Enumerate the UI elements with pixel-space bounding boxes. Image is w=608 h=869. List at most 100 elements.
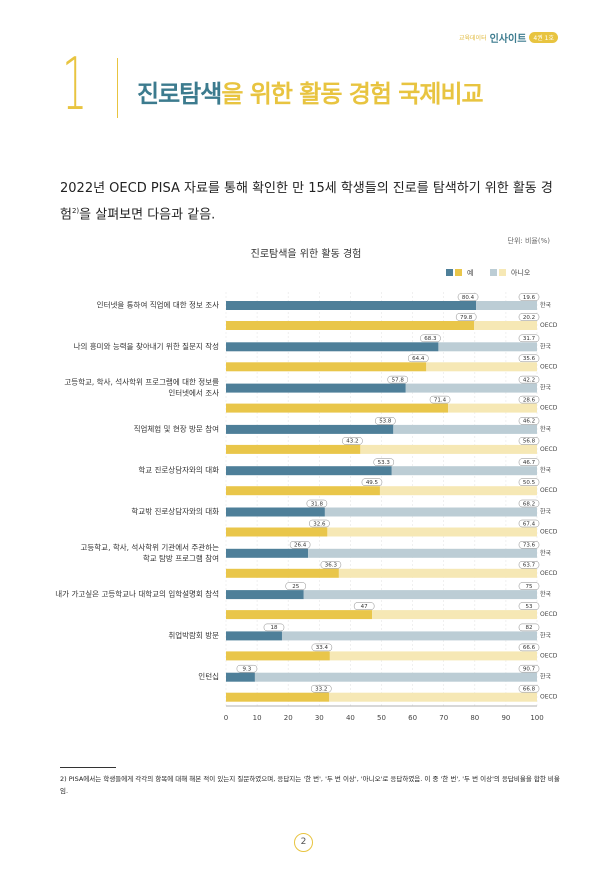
chart-title: 진로탐색을 위한 활동 경험 [251, 247, 362, 260]
value-label-box [518, 643, 540, 652]
group-label: OECD [540, 570, 558, 577]
value-label-box [420, 334, 441, 343]
bar-segment [329, 692, 537, 702]
value-label-box [342, 437, 363, 445]
bar-segment [226, 507, 325, 517]
value-label-box [518, 582, 540, 590]
group-label: OECD [540, 363, 558, 370]
value-label: 75 [526, 584, 533, 590]
bar-segment [226, 424, 394, 434]
value-label: 46.2 [523, 419, 535, 425]
value-label: 35.6 [523, 356, 536, 362]
value-label: 73.6 [523, 543, 536, 549]
series-name: 인사이트 [489, 34, 527, 45]
category-label: 고등학교, 학사, 석사학위 프로그램에 대한 정보를 [64, 377, 219, 387]
bar-segment [448, 403, 537, 413]
bar-segment [474, 321, 537, 330]
bar-segment [226, 610, 373, 620]
value-label: 9.3 [243, 667, 252, 673]
group-label: 한국 [540, 426, 552, 433]
value-label: 46.7 [523, 460, 536, 466]
bar-segment [226, 590, 304, 600]
series-pre: 교육데이터 [458, 35, 487, 42]
footnote-ref: 2) [71, 207, 80, 215]
group-label: OECD [540, 611, 558, 618]
bar-segment [329, 651, 537, 661]
value-label: 31.7 [523, 336, 536, 342]
x-tick-label: 10 [253, 714, 262, 722]
header: 교육데이터 인사이트 4권 1호 [459, 30, 558, 45]
x-tick-label: 30 [315, 714, 324, 722]
bar-segment [327, 527, 537, 537]
paragraph: 2022년 OECD PISA 자료를 통해 확인한 만 15세 학생들의 진로… [60, 177, 560, 226]
value-label: 68.2 [523, 501, 535, 507]
group-label: OECD [540, 322, 558, 329]
bar-segment [226, 403, 449, 413]
bar-segment [226, 486, 380, 496]
value-label: 50.5 [523, 480, 536, 486]
value-label: 42.2 [523, 377, 535, 383]
heading: 진로탐색을 위한 활동 경험 국제비교 [137, 74, 484, 109]
bar-segment [226, 631, 282, 641]
bar-segment [372, 610, 537, 620]
group-label: OECD [540, 487, 558, 494]
group-label: 한국 [540, 467, 552, 474]
value-label: 68.3 [424, 336, 437, 342]
value-label: 28.6 [523, 397, 536, 403]
value-label-box [320, 561, 342, 569]
x-tick-label: 20 [284, 714, 293, 722]
bar-segment [476, 301, 537, 310]
value-label: 57.8 [392, 377, 405, 383]
bar-segment [360, 444, 537, 454]
category-label: 직업체험 및 현장 방문 참여 [134, 423, 219, 433]
value-label-box [311, 684, 332, 693]
x-tick-label: 100 [530, 714, 543, 722]
value-label-box [429, 395, 451, 404]
value-label: 18 [270, 625, 277, 631]
value-label-box [263, 623, 285, 632]
bar-segment [405, 383, 537, 393]
group-label: 한국 [540, 674, 552, 681]
value-label-box [408, 354, 429, 363]
group-label: 한국 [540, 550, 552, 557]
value-label: 53.3 [378, 460, 391, 466]
bar-segment [338, 568, 537, 578]
value-label-box [455, 313, 477, 321]
value-label-box [518, 541, 540, 549]
group-label: OECD [540, 694, 558, 701]
group-label: OECD [540, 652, 558, 659]
value-label: 63.7 [523, 563, 536, 569]
page-number: 2 [294, 833, 313, 852]
bar-segment [226, 466, 392, 476]
paragraph-tail: 을 살펴보면 다음과 같음. [79, 207, 216, 223]
bar-segment [226, 301, 477, 310]
x-tick-label: 70 [439, 714, 448, 722]
value-label: 67.4 [523, 521, 536, 527]
value-label: 25 [292, 584, 299, 590]
legend-label: 예 [467, 268, 473, 277]
bar-segment [226, 362, 427, 372]
bar-segment [281, 631, 537, 641]
value-label-box [457, 293, 479, 301]
bar-segment [324, 507, 537, 517]
bar-segment [391, 466, 537, 476]
value-label-box [311, 643, 333, 652]
bar-segment [254, 672, 537, 682]
heading-rest: 을 위한 활동 경험 국제비교 [221, 80, 483, 108]
value-label-box [518, 499, 540, 508]
value-label-box [518, 478, 540, 486]
bar-segment [226, 527, 328, 537]
category-label: 학교밖 진로상담자와의 대화 [131, 506, 219, 516]
bar-segment [226, 692, 330, 702]
category-label: 고등학교, 학사, 석사학위 기관에서 주관하는 [80, 542, 219, 552]
heading-highlight: 진로탐색 [137, 80, 222, 108]
value-label-box [518, 313, 540, 321]
value-label-box [518, 417, 540, 425]
legend-swatch [490, 269, 497, 276]
group-label: OECD [540, 529, 558, 536]
bar-segment [303, 590, 537, 600]
bar-segment [379, 486, 537, 496]
value-label-box [518, 458, 540, 466]
bar-segment [226, 342, 439, 352]
category-label: 인턴십 [198, 671, 219, 681]
